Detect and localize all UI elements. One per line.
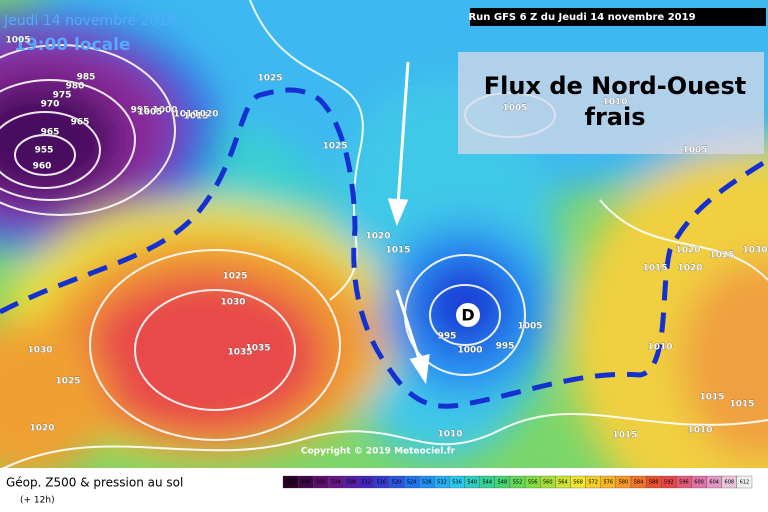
isobar-label: 1025 [257,74,282,84]
run-title: Run GFS 6 Z du Jeudi 14 novembre 2019 [468,12,695,23]
colorbar-tick-label: 532 [437,480,447,486]
colorbar-tick-label: 552 [513,480,523,486]
colorbar-tick-label: 528 [422,480,432,486]
colorbar-tick-label: 584 [634,480,644,486]
isobar-label: 1015 [699,393,724,403]
trough-line [0,87,768,409]
colorbar-tick-label: 500 [316,480,326,486]
flow-arrows [387,61,430,385]
colorbar-tick-label: 508 [346,480,356,486]
isobar-label: 1000 [152,106,177,116]
isobar-label: 1005 [517,322,542,332]
isobar-label: 1015 [385,246,410,256]
colorbar-tick-label: 564 [558,480,568,486]
colorbar-tick-label: 568 [573,480,583,486]
colorbar-tick-label: 588 [649,480,659,486]
colorbar-cell [736,475,753,489]
colorbar-tick-label: 580 [619,480,629,486]
isobar-label: 1005 [5,36,30,46]
isobar-label: 1005 [682,146,707,156]
colorbar-tick-label: 540 [467,480,477,486]
colorbar-tick-label: 600 [694,480,704,486]
isobar-label: 1010 [602,98,627,108]
date-label: Jeudi 14 novembre 2019 [3,13,176,29]
isobar-label: 1010 [173,110,198,120]
isobar-label: 1010 [437,430,462,440]
colorbar-tick-label: 520 [392,480,402,486]
isobar-label: 1020 [675,246,700,256]
time-label: 19:00 locale [14,35,130,55]
isobar-label: 995 [438,332,457,342]
annotation-box [458,52,764,154]
colorbar-tick-label: 492 [286,480,296,486]
isobar-label: 1020 [29,424,54,434]
run-banner [470,8,766,26]
isobar-label: 985 [77,73,96,83]
isobar-label: 980 [66,82,85,92]
colorbar-tick-label: 560 [543,480,553,486]
colorbar-tick-label: 608 [725,480,735,486]
isobar-label: 965 [71,118,90,128]
isobar-label: 1030 [220,298,245,308]
isobar-label: 1005 [137,108,162,118]
isobar-label: 1015 [612,431,637,441]
colorbar-tick-label: 544 [482,480,492,486]
colorbar-tick-label: 496 [301,480,311,486]
colorbar-tick-label: 536 [452,480,462,486]
colorbar-tick-label: 556 [528,480,538,486]
isobar-label: 960 [33,162,52,172]
colorbar-tick-label: 572 [588,480,598,486]
isobar-label: 970 [41,100,60,110]
colorbar-tick-label: 516 [377,480,387,486]
isobar-label: 965 [41,128,60,138]
legend-title: Géop. Z500 & pression au sol [6,476,183,490]
isobar-label: 1035 [227,348,252,358]
isobar-label: 1000 [457,346,482,356]
isobar-label: 1030 [27,346,52,356]
colorbar-tick-label: 604 [709,480,719,486]
isobar-label: 1010 [687,426,712,436]
isobar-label: 995 [496,342,515,352]
isobar-label: 1015 [729,400,754,410]
low-marker-circle [456,303,480,327]
colorbar-tick-label: 592 [664,480,674,486]
colorbar-tick-label: 612 [740,480,750,486]
isobar-label: 1020 [365,232,390,242]
isobar-label: 1035 [245,344,270,354]
isobar-label: 1010 [647,343,672,353]
isobar-label: 1005 [502,104,527,114]
isobar-label: 1025 [222,272,247,282]
isobar-label: 1025 [709,251,734,261]
colorbar: 492 496 500 504 508 512 516 520 524 528 532 536 540 5… [282,475,753,489]
annotation-line: frais [585,103,646,131]
colorbar-tick-label: 504 [331,480,341,486]
isobar-label: 1020 [193,110,218,120]
annotation-line: Flux de Nord-Ouest [484,72,746,100]
colorbar-tick-label: 596 [679,480,689,486]
colorbar-tick-label: 524 [407,480,417,486]
isobar-label: 1030 [742,246,767,256]
colorbar-tick-label: 576 [604,480,614,486]
low-marker: D [461,306,474,325]
colorbar-tick-label: 548 [498,480,508,486]
legend-subtitle: (+ 12h) [20,496,55,506]
isobar-label: 1015 [642,264,667,274]
isobar-label: 975 [53,91,72,101]
isobar-label: 955 [35,146,54,156]
colorbar-tick-label: 512 [361,480,371,486]
isobar-label: 1025 [322,142,347,152]
isobar-label: 1015 [183,112,208,122]
isobar-label: 1025 [55,377,80,387]
isobar-label: 995 [131,106,150,116]
copyright: Copyright © 2019 Meteociel.fr [301,447,456,457]
isobar-label: 1020 [677,264,702,274]
